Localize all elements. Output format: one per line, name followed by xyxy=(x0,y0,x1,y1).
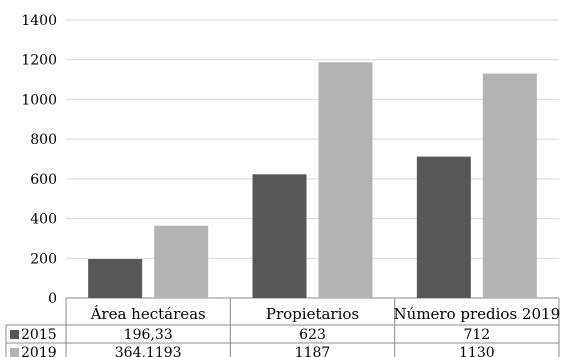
y-tick-label: 1400 xyxy=(21,13,57,29)
bar-2015-1 xyxy=(88,259,143,298)
data-label-2015: 712 xyxy=(463,327,490,343)
data-label-2015: 196,33 xyxy=(124,327,173,343)
bar-2019-2 xyxy=(318,62,373,298)
category-label: Área hectáreas xyxy=(90,305,206,323)
data-table: Área hectáreas Propietarios Número predios… xyxy=(5,298,561,357)
category-label: Propietarios xyxy=(266,305,359,323)
legend-swatch-2019 xyxy=(10,348,19,357)
category-label: Número predios 2019 xyxy=(394,305,561,323)
bar-2015-3 xyxy=(416,156,471,298)
y-tick-label: 200 xyxy=(30,251,57,267)
y-tick-label: 1000 xyxy=(21,92,57,108)
data-label-2019: 1130 xyxy=(459,345,495,357)
bar-2019-1 xyxy=(154,225,209,298)
data-label-2019: 1187 xyxy=(295,345,331,357)
legend-swatch-2015 xyxy=(10,330,19,339)
gridlines xyxy=(66,19,559,259)
y-axis: 0 200 400 600 800 1000 1200 1400 xyxy=(21,13,559,307)
y-tick-label: 1200 xyxy=(21,53,57,69)
bar-2015-2 xyxy=(252,174,307,298)
data-label-2019: 364,1193 xyxy=(115,345,182,357)
bars xyxy=(88,62,537,298)
y-tick-label: 0 xyxy=(48,291,57,307)
legend-label-2019: 2019 xyxy=(21,345,57,357)
y-tick-label: 600 xyxy=(30,172,57,188)
data-label-2015: 623 xyxy=(299,327,326,343)
bar-2019-3 xyxy=(482,73,537,298)
y-tick-label: 400 xyxy=(30,212,57,228)
legend-label-2015: 2015 xyxy=(21,327,57,343)
y-tick-label: 800 xyxy=(30,132,57,148)
